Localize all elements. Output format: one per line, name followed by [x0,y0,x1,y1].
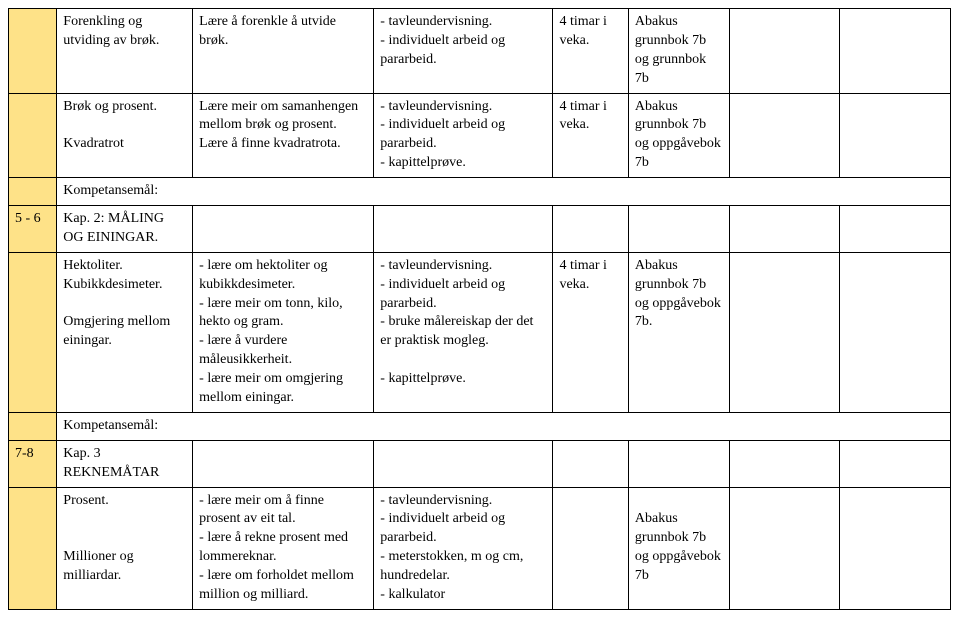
week-cell: 7-8 [9,440,57,487]
method-cell: - tavleundervisning. - individuelt arbei… [374,93,553,178]
week-cell [9,487,57,609]
material-cell: Abakus grunnbok 7b og grunnbok 7b [628,9,729,94]
material-cell: Abakus grunnbok 7b og oppgåvebok 7b. [628,252,729,412]
competence-label: Kompetansemål: [57,412,951,440]
empty-cell [840,487,951,609]
empty-cell [729,206,840,253]
table-row: Hektoliter. Kubikkdesimeter. Omgjering m… [9,252,951,412]
empty-cell [840,206,951,253]
table-row: 7-8 Kap. 3 REKNEMÅTAR [9,440,951,487]
week-cell [9,252,57,412]
time-cell [553,487,628,609]
method-cell: - tavleundervisning. - individuelt arbei… [374,487,553,609]
empty-cell [840,9,951,94]
empty-cell [840,440,951,487]
time-cell: 4 timar i veka. [553,93,628,178]
goal-cell: - lære meir om å finne prosent av eit ta… [193,487,374,609]
chapter-cell: Kap. 3 REKNEMÅTAR [57,440,193,487]
week-cell [9,93,57,178]
topic-cell: Prosent. Millioner og milliardar. [57,487,193,609]
table-row: 5 - 6 Kap. 2: MÅLING OG EININGAR. [9,206,951,253]
table-row: Prosent. Millioner og milliardar. - lære… [9,487,951,609]
competence-row: Kompetansemål: [9,412,951,440]
empty-cell [374,440,553,487]
competence-label: Kompetansemål: [57,178,951,206]
material-cell: Abakus grunnbok 7b og oppgåvebok 7b [628,93,729,178]
material-cell: Abakus grunnbok 7b og oppgåvebok 7b [628,487,729,609]
chapter-cell: Kap. 2: MÅLING OG EININGAR. [57,206,193,253]
time-cell: 4 timar i veka. [553,252,628,412]
empty-cell [374,206,553,253]
curriculum-table: Forenkling og utviding av brøk. Lære å f… [8,8,951,610]
goal-cell: Lære meir om samanhengen mellom brøk og … [193,93,374,178]
empty-cell [729,487,840,609]
topic-cell: Hektoliter. Kubikkdesimeter. Omgjering m… [57,252,193,412]
week-cell [9,412,57,440]
empty-cell [628,440,729,487]
week-cell [9,9,57,94]
goal-cell: - lære om hektoliter og kubikkdesimeter.… [193,252,374,412]
empty-cell [729,9,840,94]
empty-cell [729,93,840,178]
empty-cell [193,440,374,487]
week-cell [9,178,57,206]
goal-cell: Lære å forenkle å utvide brøk. [193,9,374,94]
topic-cell: Brøk og prosent. Kvadratrot [57,93,193,178]
empty-cell [193,206,374,253]
empty-cell [840,93,951,178]
empty-cell [729,440,840,487]
empty-cell [553,206,628,253]
time-cell: 4 timar i veka. [553,9,628,94]
table-row: Forenkling og utviding av brøk. Lære å f… [9,9,951,94]
empty-cell [553,440,628,487]
method-cell: - tavleundervisning. - individuelt arbei… [374,9,553,94]
empty-cell [840,252,951,412]
empty-cell [729,252,840,412]
week-cell: 5 - 6 [9,206,57,253]
competence-row: Kompetansemål: [9,178,951,206]
method-cell: - tavleundervisning. - individuelt arbei… [374,252,553,412]
topic-cell: Forenkling og utviding av brøk. [57,9,193,94]
empty-cell [628,206,729,253]
table-row: Brøk og prosent. Kvadratrot Lære meir om… [9,93,951,178]
